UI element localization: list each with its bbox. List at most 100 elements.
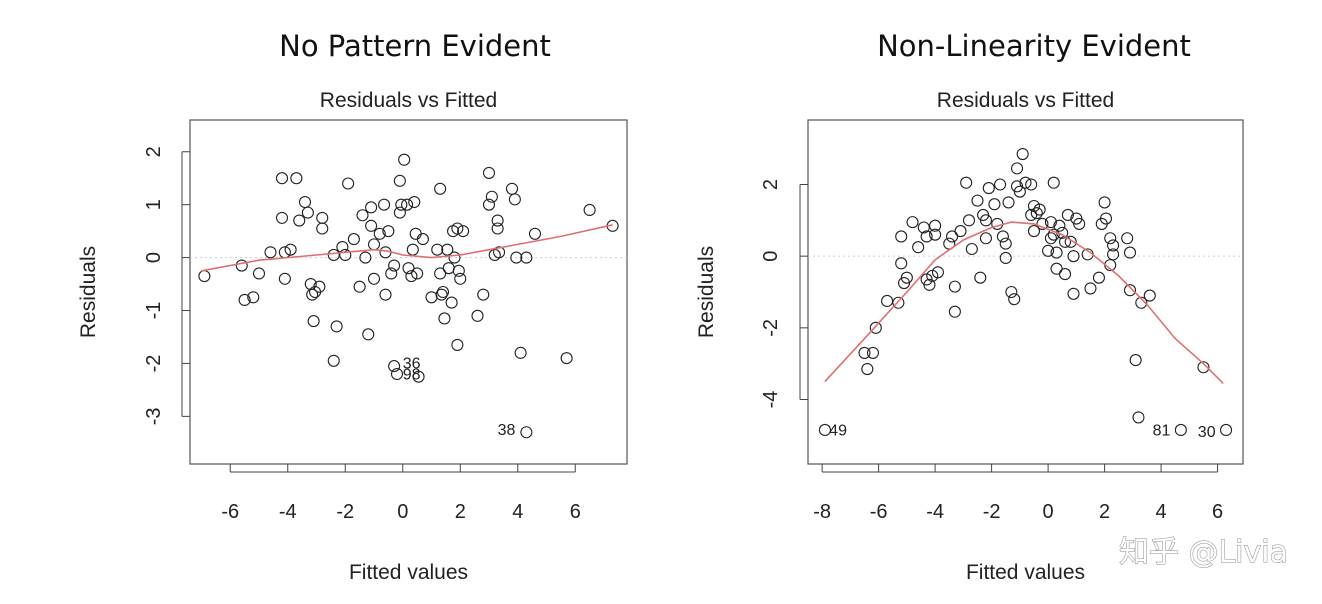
data-point [1053, 219, 1066, 232]
data-point [881, 294, 894, 308]
x-tick-label: -2 [336, 501, 354, 523]
y-axis-label: Residuals [77, 246, 100, 338]
data-point [929, 228, 942, 241]
data-point [1005, 285, 1018, 299]
data-point [252, 267, 266, 280]
data-point [917, 221, 930, 234]
data-point [316, 211, 329, 224]
data-point [342, 177, 355, 190]
data-point [1050, 246, 1063, 259]
data-point [471, 309, 484, 322]
data-point [999, 237, 1012, 250]
data-point [373, 227, 386, 240]
chart-heading: Non-Linearity Evident [877, 29, 1191, 63]
data-point [353, 280, 366, 293]
data-point [316, 222, 329, 235]
data-point [491, 214, 504, 227]
data-point [1016, 147, 1029, 161]
data-point [401, 198, 414, 211]
data-point [448, 251, 461, 264]
y-tick-label: -2 [143, 355, 165, 373]
x-tick-label: 4 [512, 501, 523, 523]
smoother-line [201, 224, 613, 272]
data-point [1033, 203, 1046, 216]
observation-label: 36 [403, 356, 421, 373]
data-point [408, 195, 421, 209]
data-point [454, 272, 467, 285]
data-point [962, 214, 976, 227]
data-point [382, 225, 395, 238]
data-point [514, 346, 527, 359]
data-point [1050, 262, 1063, 275]
data-point [1107, 248, 1120, 261]
data-point [1044, 216, 1057, 229]
data-point [390, 367, 404, 381]
data-point [1067, 287, 1080, 300]
data-point [1220, 423, 1233, 437]
y-tick-label: -1 [143, 302, 165, 320]
data-point [1058, 268, 1072, 281]
y-tick-label: 2 [760, 179, 782, 190]
data-point [405, 270, 418, 283]
data-point [960, 176, 973, 189]
data-point [445, 296, 458, 309]
data-point [971, 194, 984, 207]
data-point [1008, 293, 1021, 306]
x-tick-label: -6 [870, 501, 888, 523]
data-point [385, 267, 398, 280]
x-tick-label: 0 [1043, 501, 1054, 523]
data-point [378, 198, 391, 211]
x-axis-label: Fitted values [349, 561, 468, 584]
data-point [293, 214, 306, 227]
data-point [327, 248, 340, 262]
data-point [510, 251, 523, 264]
data-point [409, 227, 422, 240]
data-point [1064, 235, 1077, 248]
data-point [1019, 176, 1032, 189]
data-point [307, 315, 320, 328]
observation-label: 30 [1198, 424, 1216, 441]
data-point [477, 288, 490, 301]
data-point [388, 360, 401, 373]
data-point [818, 423, 831, 437]
data-point [452, 264, 465, 277]
data-point [1047, 228, 1060, 241]
data-point [520, 251, 533, 264]
data-point [493, 246, 506, 259]
data-point [869, 321, 882, 334]
data-point [508, 193, 521, 206]
data-point [1061, 208, 1074, 222]
data-point [198, 270, 211, 283]
data-point [979, 214, 993, 227]
data-point [491, 222, 504, 235]
data-point [999, 251, 1012, 265]
data-point [482, 198, 496, 211]
data-point [895, 230, 908, 243]
data-point [988, 198, 1001, 211]
data-point [412, 370, 425, 383]
watermark: 知乎 @Livia [1119, 535, 1288, 570]
x-tick-label: 2 [455, 501, 466, 523]
data-point [1132, 411, 1145, 424]
data-point [866, 346, 880, 359]
data-point [900, 271, 913, 284]
y-tick-label: -3 [143, 407, 165, 425]
data-point [327, 354, 340, 367]
data-point [238, 293, 251, 306]
data-point [1027, 225, 1041, 238]
data-point [906, 216, 919, 229]
data-point [1123, 246, 1137, 259]
y-tick-label: 2 [143, 146, 165, 157]
data-point [505, 182, 519, 195]
x-tick-label: -6 [221, 501, 239, 523]
data-point [356, 209, 369, 222]
plot-frame [807, 119, 1244, 465]
chart-1: No Pattern Evident Residuals vs Fitted -6 -… [77, 29, 628, 584]
data-point [379, 246, 392, 259]
data-point [1143, 289, 1156, 302]
data-point [946, 230, 959, 243]
data-point [1030, 207, 1043, 220]
data-point [275, 172, 289, 185]
data-point [1084, 282, 1097, 295]
